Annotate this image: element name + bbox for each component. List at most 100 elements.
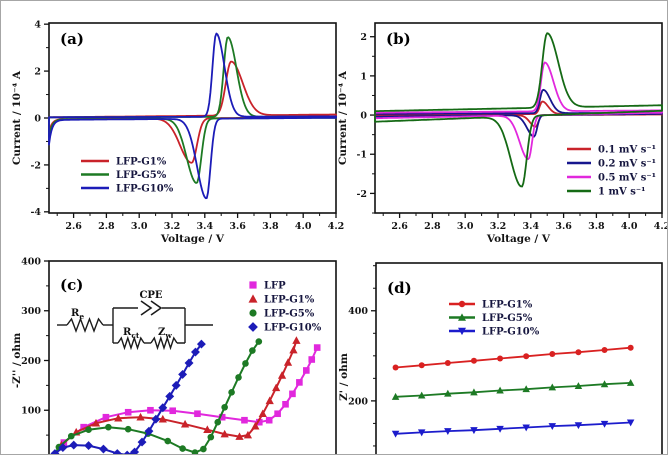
x-tick-label: 3.0 [457, 221, 474, 232]
square-marker [194, 410, 201, 418]
y-tick-label: -4 [30, 207, 41, 218]
y-tick-label: -2 [356, 189, 367, 200]
y-tick-label: 100 [21, 406, 41, 417]
diamond-marker [191, 347, 200, 357]
circle-marker [179, 445, 186, 452]
x-tick-label: 3.2 [490, 221, 507, 232]
x-tick-label: 4.0 [621, 221, 638, 232]
triangle-up-marker [235, 432, 244, 440]
triangle-down-marker [391, 430, 400, 438]
triangle-down-marker [496, 425, 504, 433]
x-tick-label: 3.0 [131, 221, 148, 232]
y-tick-label: 200 [348, 396, 368, 407]
series-LFP [53, 344, 321, 454]
diamond-marker [171, 380, 181, 390]
diamond-marker [196, 339, 206, 349]
cv-curve [48, 32, 337, 200]
y-axis-label: Current / 10⁻⁴ A [11, 70, 23, 165]
circle-marker [124, 425, 132, 433]
triangle-up-marker [277, 371, 287, 379]
square-marker [274, 410, 281, 418]
diamond-marker [84, 441, 94, 451]
x-axis-label: Voltage / V [160, 233, 225, 245]
x-tick-label: 4.2 [328, 221, 345, 232]
panel-b: -2 -1 0 1 2 2.6 2.8 3.0 3.2 3.4 3.6 3.8 4.0 4.2 Voltag… [337, 22, 668, 245]
series-LFP-G10% [50, 339, 206, 454]
triangle-up-marker [114, 413, 123, 422]
diamond-marker [123, 450, 131, 454]
diamond-marker [58, 443, 68, 453]
y-tick-label: 300 [21, 306, 41, 317]
square-marker [102, 413, 110, 421]
diamond-marker [50, 449, 60, 454]
circle-marker [235, 374, 242, 381]
diamond-marker [248, 322, 258, 332]
series-LFP-G10% [391, 419, 635, 438]
triangle-down-marker [417, 429, 426, 437]
x-tick-label: 3.8 [588, 221, 605, 232]
y-tick-label: 400 [21, 256, 41, 267]
resistor-rct [117, 335, 145, 351]
triangle-up-marker [289, 345, 298, 354]
triangle-up-marker [458, 313, 466, 321]
triangle-up-marker [470, 388, 478, 396]
triangle-up-marker [391, 392, 400, 400]
triangle-up-marker [265, 396, 274, 405]
triangle-down-marker [626, 419, 635, 427]
circle-marker [228, 389, 235, 396]
x-tick-label: 3.6 [229, 221, 246, 232]
square-marker [303, 367, 310, 374]
legend-label: LFP-G5% [482, 313, 533, 324]
fit-line [395, 421, 631, 435]
series-LFP-G1% [53, 336, 301, 454]
diamond-marker [98, 444, 108, 454]
x-tick-label: 4.2 [654, 221, 668, 232]
panel-tag: (a) [60, 30, 84, 48]
legend-label: LFP-G10% [482, 327, 540, 338]
legend-d: LFP-G1% LFP-G5% LFP-G10% [449, 300, 540, 338]
panel-tag: (d) [387, 279, 412, 297]
panel-tag: (b) [386, 30, 411, 48]
y-tick-label: 200 [21, 356, 41, 367]
series-LFP-G1% [392, 344, 634, 371]
triangle-down-marker [574, 422, 583, 430]
circle-marker [444, 360, 451, 367]
x-tick-label: 2.8 [98, 221, 115, 232]
series-LFP-G5% [391, 378, 635, 400]
y-tick-label: 0 [360, 110, 367, 121]
legend-label: LFP-G10% [264, 323, 322, 334]
legend-c: LFP LFP-G1% LFP-G5% LFP-G10% [248, 281, 322, 334]
triangle-up-marker [243, 430, 253, 439]
series-1 mV s⁻¹ [374, 32, 663, 188]
legend-a: LFP-G1% LFP-G5% LFP-G10% [81, 157, 174, 195]
legend-label: LFP-G1% [482, 300, 533, 311]
cv-curve [374, 32, 663, 188]
diamond-marker [69, 440, 79, 450]
circle-marker [627, 344, 634, 351]
legend-label: 0.2 mV s⁻¹ [598, 159, 656, 170]
square-marker [249, 281, 257, 289]
square-marker [256, 418, 263, 426]
y-tick-label: 2 [34, 66, 41, 77]
triangle-up-marker [258, 409, 267, 418]
series-LFP-G10% [48, 32, 337, 200]
series-LFP-G5% [53, 338, 263, 454]
diamond-marker [144, 426, 154, 436]
circle-marker [418, 362, 425, 369]
legend-label: LFP-G10% [116, 184, 174, 195]
triangle-down-marker [470, 427, 478, 435]
x-tick-label: 3.2 [164, 221, 181, 232]
square-marker [169, 407, 177, 415]
label-rct: Rct [123, 327, 140, 340]
circle-marker [67, 432, 75, 440]
resistor-re [66, 317, 104, 333]
x-axis-label: Voltage / V [486, 233, 551, 245]
diamond-marker [151, 414, 161, 424]
square-marker [296, 379, 303, 386]
x-tick-label: 2.6 [65, 221, 82, 232]
circle-marker [249, 347, 256, 354]
triangle-up-marker [220, 429, 229, 438]
cpe-symbol [140, 300, 163, 316]
triangle-up-marker [292, 336, 301, 344]
